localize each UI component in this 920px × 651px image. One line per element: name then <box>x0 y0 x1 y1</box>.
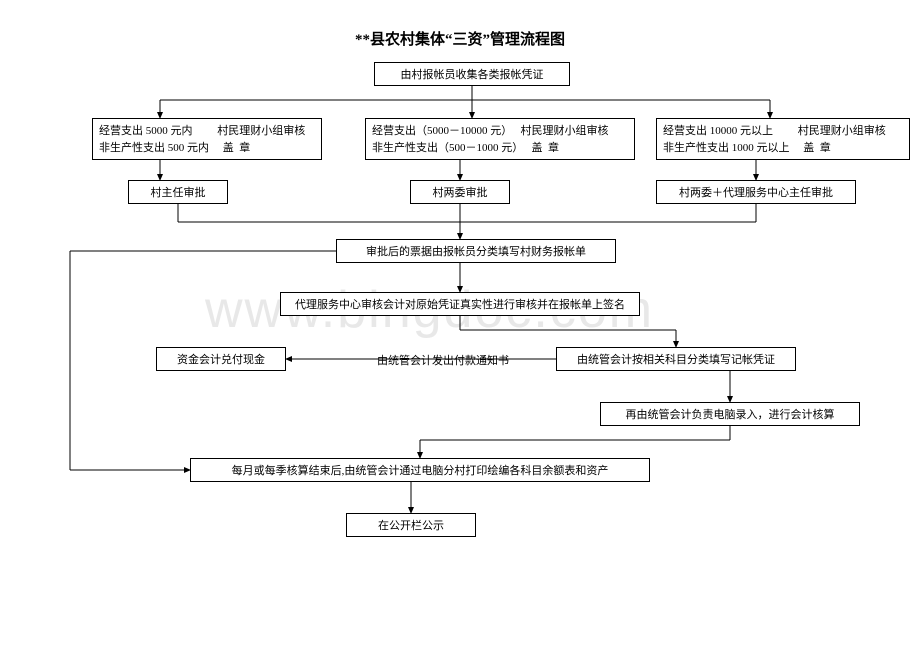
node-branch-2: 经营支出（5000－10000 元） 村民理财小组审核 非生产性支出（500－1… <box>365 118 635 160</box>
node-report: 每月或每季核算结束后,由统管会计通过电脑分村打印绘编各科目余额表和资产 <box>190 458 650 482</box>
node-approve-3: 村两委＋代理服务中心主任审批 <box>656 180 856 204</box>
node-classify: 审批后的票据由报帐员分类填写村财务报帐单 <box>336 239 616 263</box>
node-branch-1: 经营支出 5000 元内 村民理财小组审核 非生产性支出 500 元内 盖 章 <box>92 118 322 160</box>
node-approve-2: 村两委审批 <box>410 180 510 204</box>
node-voucher: 由统管会计按相关科目分类填写记帐凭证 <box>556 347 796 371</box>
node-approve-1: 村主任审批 <box>128 180 228 204</box>
connectors <box>0 0 920 651</box>
node-branch-3: 经营支出 10000 元以上 村民理财小组审核 非生产性支出 1000 元以上 … <box>656 118 910 160</box>
node-audit: 代理服务中心审核会计对原始凭证真实性进行审核并在报帐单上签名 <box>280 292 640 316</box>
node-entry: 再由统管会计负责电脑录入，进行会计核算 <box>600 402 860 426</box>
node-cash: 资金会计兑付现金 <box>156 347 286 371</box>
node-publish: 在公开栏公示 <box>346 513 476 537</box>
label-notice: 由统管会计发出付款通知书 <box>358 352 528 368</box>
page-title: **县农村集体“三资”管理流程图 <box>0 28 920 49</box>
node-start: 由村报帐员收集各类报帐凭证 <box>374 62 570 86</box>
